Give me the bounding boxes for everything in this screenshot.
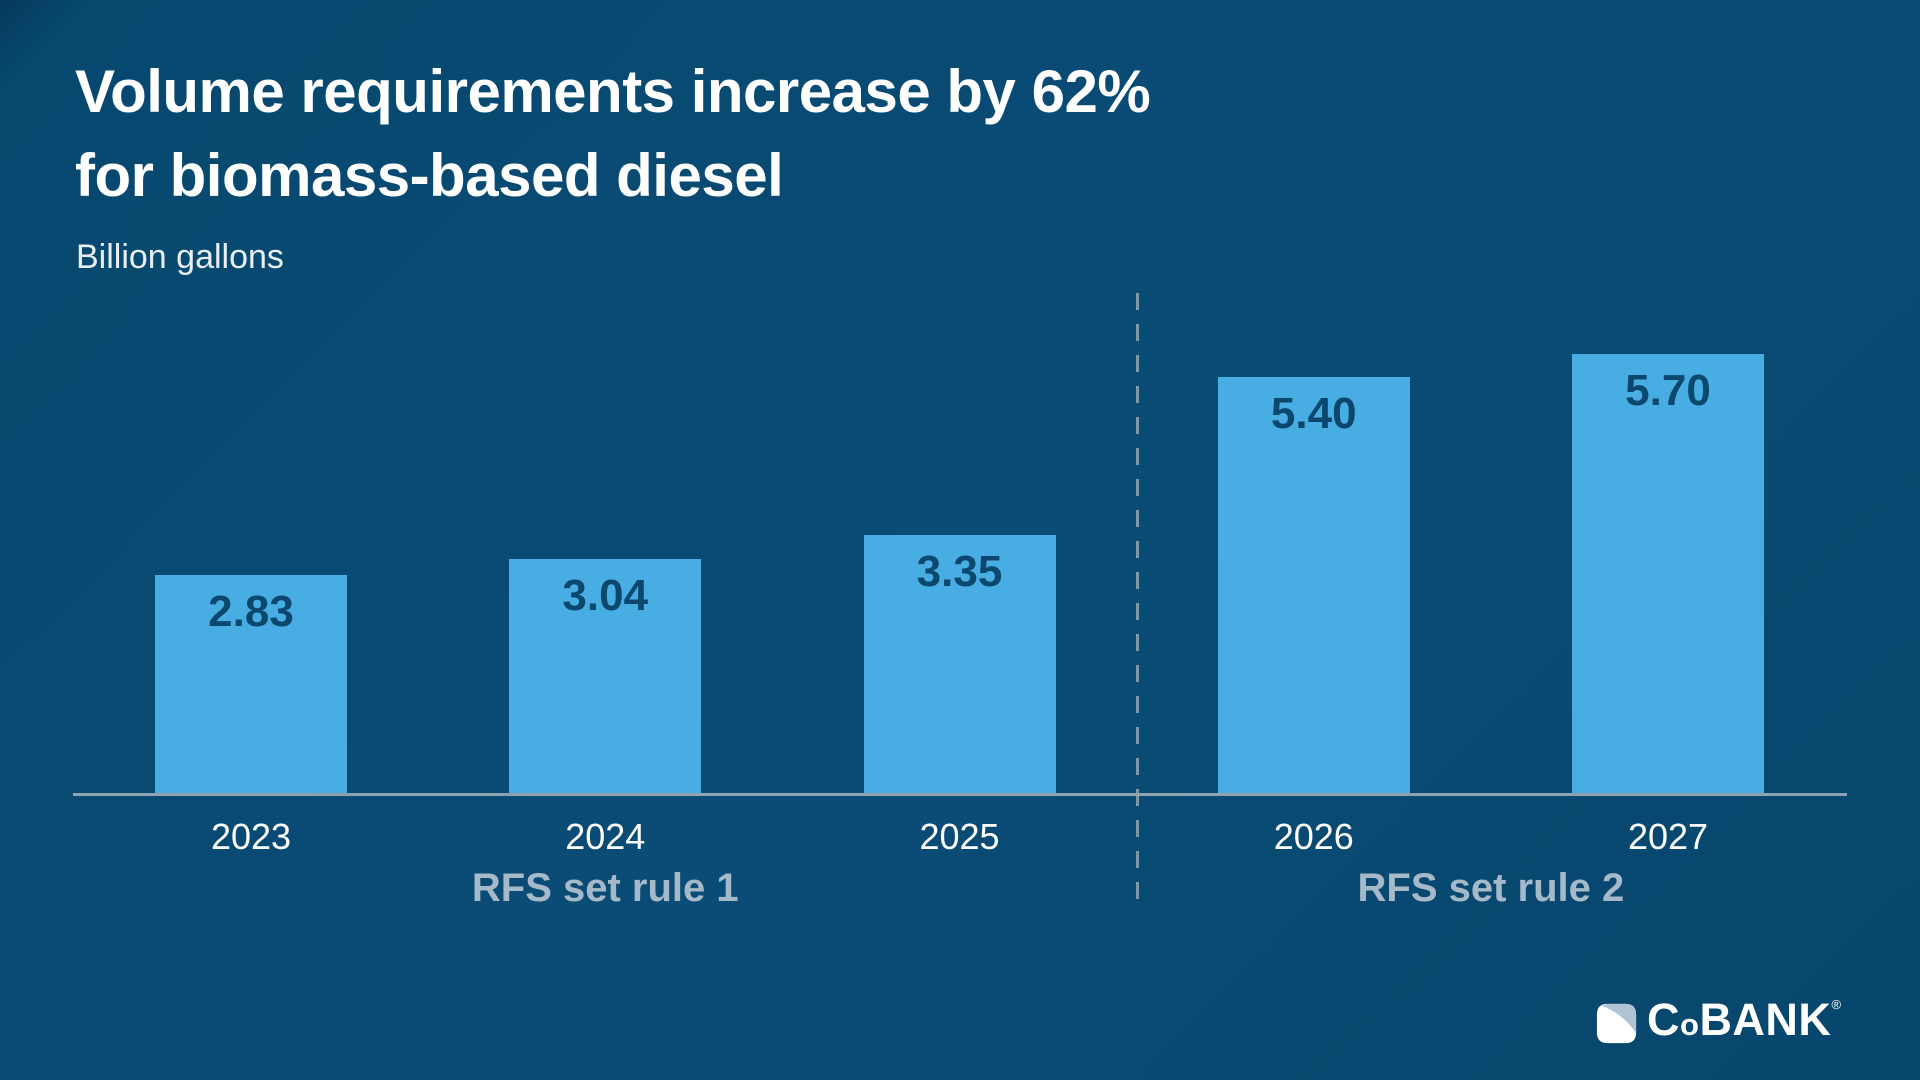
group-label-1: RFS set rule 1 <box>471 866 739 910</box>
bar-2024: 3.04 <box>509 559 702 793</box>
x-tick-label-2026: 2026 <box>1273 816 1354 857</box>
bar-value-label-2027: 5.70 <box>1625 366 1711 415</box>
chart-title-line-2: for biomass-based diesel <box>75 142 784 209</box>
y-axis-units-label: Billion gallons <box>76 238 284 276</box>
chart-title: Volume requirements increase by 62% for … <box>75 50 1151 218</box>
cobank-logo-icon <box>1596 1003 1637 1044</box>
cobank-logo-text: CoBANK® <box>1647 994 1842 1045</box>
bar-value-label-2023: 2.83 <box>208 587 294 636</box>
x-tick-label-2024: 2024 <box>565 816 646 857</box>
x-tick-label-2025: 2025 <box>919 816 1000 857</box>
bar-2025: 3.35 <box>863 535 1056 793</box>
chart-title-line-1: Volume requirements increase by 62% <box>75 58 1151 125</box>
bar-2023: 2.83 <box>155 575 347 793</box>
cobank-logo: CoBANK® <box>1593 982 1842 1047</box>
registered-trademark-symbol: ® <box>1831 997 1842 1012</box>
bar-2026: 5.40 <box>1217 377 1410 793</box>
group-label-2: RFS set rule 2 <box>1357 866 1625 910</box>
bar-2027: 5.70 <box>1572 354 1764 793</box>
bar-value-label-2025: 3.35 <box>916 547 1003 596</box>
bar-value-label-2026: 5.40 <box>1270 389 1357 438</box>
x-tick-label-2027: 2027 <box>1627 816 1709 857</box>
bar-value-label-2024: 3.04 <box>562 571 649 620</box>
x-axis-baseline <box>73 793 1847 796</box>
period-divider-dashed-line <box>1136 293 1139 913</box>
x-tick-label-2023: 2023 <box>210 816 292 857</box>
